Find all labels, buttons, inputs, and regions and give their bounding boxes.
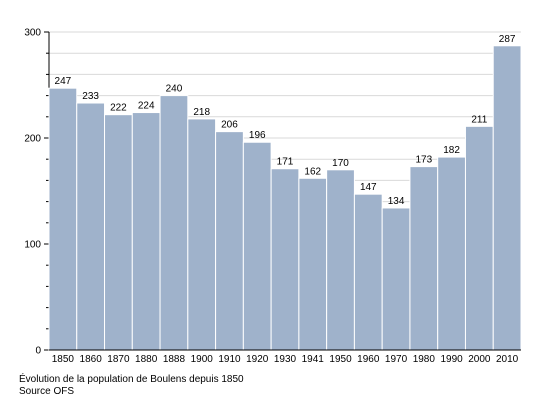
- data-label: 182: [443, 145, 460, 156]
- x-tick-label: 1950: [329, 354, 352, 365]
- y-tick-label: 0: [35, 346, 41, 357]
- x-tick-label: 1888: [163, 354, 186, 365]
- bar: [104, 114, 133, 351]
- data-label: 147: [360, 182, 377, 193]
- data-label: 162: [304, 166, 321, 177]
- data-label: 211: [471, 114, 487, 125]
- x-tick-label: 2010: [496, 354, 519, 365]
- bar: [76, 102, 106, 351]
- data-label: 222: [110, 103, 127, 114]
- bar: [187, 118, 217, 351]
- x-tick-label: 1910: [218, 354, 241, 365]
- x-tick-label: 1930: [274, 354, 297, 365]
- bar: [464, 125, 494, 351]
- x-tick-label: 1860: [80, 354, 103, 365]
- bar: [159, 95, 189, 351]
- x-tick-label: 1900: [191, 354, 214, 365]
- data-label: 240: [166, 84, 183, 95]
- bar: [48, 87, 78, 351]
- x-tick-label: 1970: [385, 354, 408, 365]
- data-label: 196: [249, 130, 266, 141]
- data-label: 224: [138, 101, 155, 112]
- y-tick-label: 100: [24, 240, 41, 251]
- bar: [215, 131, 244, 351]
- bar: [131, 112, 161, 351]
- data-label: 247: [55, 76, 72, 87]
- chart-caption-source: Source OFS: [19, 386, 75, 397]
- bar: [270, 168, 300, 351]
- bar: [298, 177, 328, 351]
- x-tick-label: 1870: [107, 354, 130, 365]
- data-label: 206: [221, 120, 238, 131]
- bar: [437, 156, 466, 351]
- x-tick-label: 1980: [413, 354, 436, 365]
- bar: [381, 207, 411, 351]
- bar: [353, 193, 383, 351]
- x-tick-label: 1880: [135, 354, 158, 365]
- x-tick-label: 1850: [52, 354, 75, 365]
- data-label: 173: [415, 155, 432, 166]
- bar: [409, 166, 439, 351]
- x-tick-label: 2000: [468, 354, 491, 365]
- y-tick-label: 300: [24, 28, 41, 39]
- y-tick-label: 200: [24, 134, 41, 145]
- x-tick-label: 1920: [246, 354, 269, 365]
- bar: [492, 45, 522, 351]
- x-tick-label: 1941: [302, 354, 325, 365]
- x-tick-label: 1960: [357, 354, 380, 365]
- bar: [326, 169, 355, 351]
- data-label: 233: [82, 91, 99, 102]
- data-label: 170: [332, 158, 349, 169]
- bar: [242, 141, 272, 351]
- chart-caption-title: Évolution de la population de Boulens de…: [19, 374, 244, 385]
- x-tick-label: 1990: [440, 354, 463, 365]
- data-label: 218: [193, 107, 210, 118]
- data-label: 287: [499, 34, 516, 45]
- data-label: 134: [388, 196, 405, 207]
- data-label: 171: [277, 157, 294, 168]
